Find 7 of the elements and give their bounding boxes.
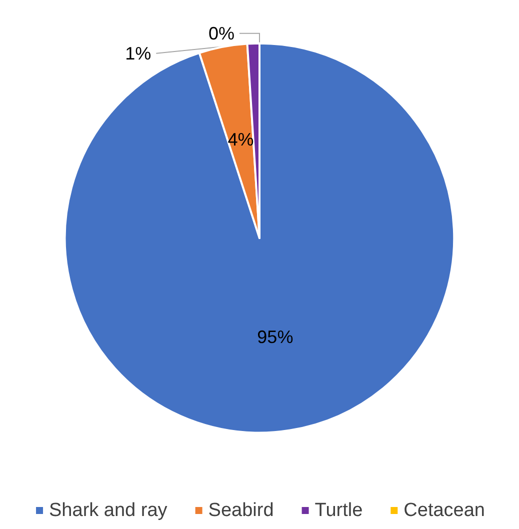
legend-label: Turtle [314, 500, 363, 521]
legend-label: Cetacean [404, 500, 485, 521]
data-label: 95% [257, 327, 294, 348]
legend-label: Shark and ray [49, 500, 168, 521]
legend-label: Seabird [208, 500, 274, 521]
text: 0% [208, 23, 234, 44]
data-label: 1% [125, 43, 152, 64]
